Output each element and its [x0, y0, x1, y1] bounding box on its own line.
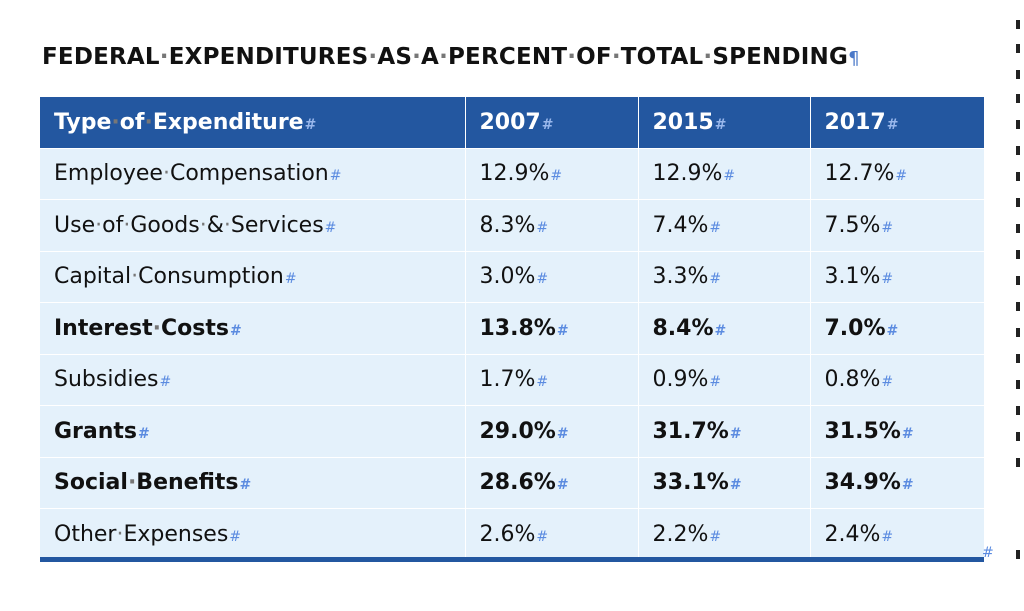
page-edge-text-fragments [1012, 20, 1024, 580]
cell-end-mark-icon: # [536, 219, 549, 236]
cell-end-mark-icon: # [229, 529, 242, 545]
value-2007: 3.0%# [464, 250, 638, 303]
cell-end-mark-icon: # [230, 322, 242, 339]
cell-end-mark-icon: # [709, 271, 722, 288]
cell-end-mark-icon: # [159, 374, 172, 391]
cell-end-mark-icon: # [324, 219, 337, 236]
cell-end-mark-icon: # [536, 529, 549, 545]
value-2015: 0.9%# [637, 353, 810, 406]
cell-end-mark-icon: # [284, 271, 297, 288]
cell-end-mark-icon: # [329, 168, 342, 185]
table-row: Capital·Consumption# 3.0%# 3.3%# 3.1%# [40, 250, 984, 303]
row-label: Capital·Consumption# [40, 250, 465, 303]
value-2007: 13.8%# [464, 302, 638, 354]
header-2007: 2007# [464, 97, 638, 148]
header-2015: 2015# [637, 97, 810, 148]
value-2017: 7.5%# [809, 199, 984, 251]
cell-end-mark-icon: # [901, 477, 914, 494]
value-2015: 7.4%# [637, 199, 810, 251]
table-row: Interest·Costs# 13.8%# 8.4%# 7.0%# [40, 302, 984, 354]
table-bottom-rule [40, 557, 984, 562]
cell-end-mark-icon: # [729, 425, 742, 442]
value-2007: 1.7%# [464, 353, 638, 406]
value-2007: 12.9%# [464, 147, 638, 200]
cell-end-mark-icon: # [536, 374, 549, 391]
table-row: Subsidies# 1.7%# 0.9%# 0.8%# [40, 353, 984, 406]
row-label: Subsidies# [40, 353, 465, 406]
row-label: Social·Benefits# [40, 456, 465, 509]
title-text: FEDERAL·EXPENDITURES·AS·A·PERCENT·OF·TOT… [42, 44, 849, 70]
cell-end-mark-icon: # [881, 374, 894, 391]
value-2007: 28.6%# [464, 456, 638, 509]
cell-end-mark-icon: # [881, 271, 894, 288]
value-2017: 2.4%# [809, 508, 984, 560]
cell-end-mark-icon: # [723, 168, 736, 185]
value-2017: 12.7%# [809, 147, 984, 200]
cell-end-mark-icon: # [304, 116, 317, 133]
row-label: Use·of·Goods·&·Services# [40, 199, 465, 251]
pilcrow-icon: ¶ [848, 48, 860, 69]
value-2017: 0.8%# [809, 353, 984, 406]
cell-end-mark-icon: # [886, 116, 899, 133]
page-title: FEDERAL·EXPENDITURES·AS·A·PERCENT·OF·TOT… [42, 44, 860, 70]
value-2017: 7.0%# [809, 302, 984, 354]
cell-end-mark-icon: # [556, 322, 569, 339]
table-row: Employee·Compensation# 12.9%# 12.9%# 12.7%# [40, 147, 984, 200]
value-2015: 33.1%# [637, 456, 810, 509]
cell-end-mark-icon: # [138, 425, 150, 442]
table-row: Grants# 29.0%# 31.7%# 31.5%# [40, 405, 984, 457]
cell-end-mark-icon: # [729, 477, 742, 494]
table-row: Social·Benefits# 28.6%# 33.1%# 34.9%# [40, 456, 984, 509]
row-label: Grants# [40, 405, 465, 457]
row-end-mark-icon: # [982, 545, 994, 561]
cell-end-mark-icon: # [556, 425, 569, 442]
value-2017: 31.5%# [809, 405, 984, 457]
value-2007: 2.6%# [464, 508, 638, 560]
table-row: Use·of·Goods·&·Services# 8.3%# 7.4%# 7.5%# [40, 199, 984, 251]
table-row: Other·Expenses# 2.6%# 2.2%# 2.4%# [40, 508, 984, 560]
table-header-row: Type·of·Expenditure# 2007# 2015# 2017# [40, 97, 984, 148]
header-type: Type·of·Expenditure# [54, 109, 317, 135]
cell-end-mark-icon: # [541, 116, 554, 133]
cell-end-mark-icon: # [709, 219, 722, 236]
cell-end-mark-icon: # [714, 116, 727, 133]
cell-end-mark-icon: # [881, 529, 894, 545]
cell-end-mark-icon: # [536, 271, 549, 288]
value-2015: 8.4%# [637, 302, 810, 354]
cell-end-mark-icon: # [714, 322, 727, 339]
cell-end-mark-icon: # [881, 219, 894, 236]
value-2017: 3.1%# [809, 250, 984, 303]
value-2015: 3.3%# [637, 250, 810, 303]
row-label: Employee·Compensation# [40, 147, 465, 200]
cell-end-mark-icon: # [239, 477, 252, 494]
header-2017: 2017# [809, 97, 984, 148]
value-2017: 34.9%# [809, 456, 984, 509]
value-2015: 31.7%# [637, 405, 810, 457]
cell-end-mark-icon: # [556, 477, 569, 494]
cell-end-mark-icon: # [886, 322, 899, 339]
expenditure-table-container: Type·of·Expenditure# 2007# 2015# 2017# E… [40, 97, 984, 560]
value-2015: 12.9%# [637, 147, 810, 200]
cell-end-mark-icon: # [901, 425, 914, 442]
cell-end-mark-icon: # [709, 374, 722, 391]
cell-end-mark-icon: # [895, 168, 908, 185]
row-label: Interest·Costs# [40, 302, 465, 354]
cell-end-mark-icon: # [709, 529, 722, 545]
cell-end-mark-icon: # [550, 168, 563, 185]
value-2007: 8.3%# [464, 199, 638, 251]
value-2007: 29.0%# [464, 405, 638, 457]
value-2015: 2.2%# [637, 508, 810, 560]
row-label: Other·Expenses# [40, 508, 465, 560]
expenditure-table: Type·of·Expenditure# 2007# 2015# 2017# E… [40, 97, 984, 560]
